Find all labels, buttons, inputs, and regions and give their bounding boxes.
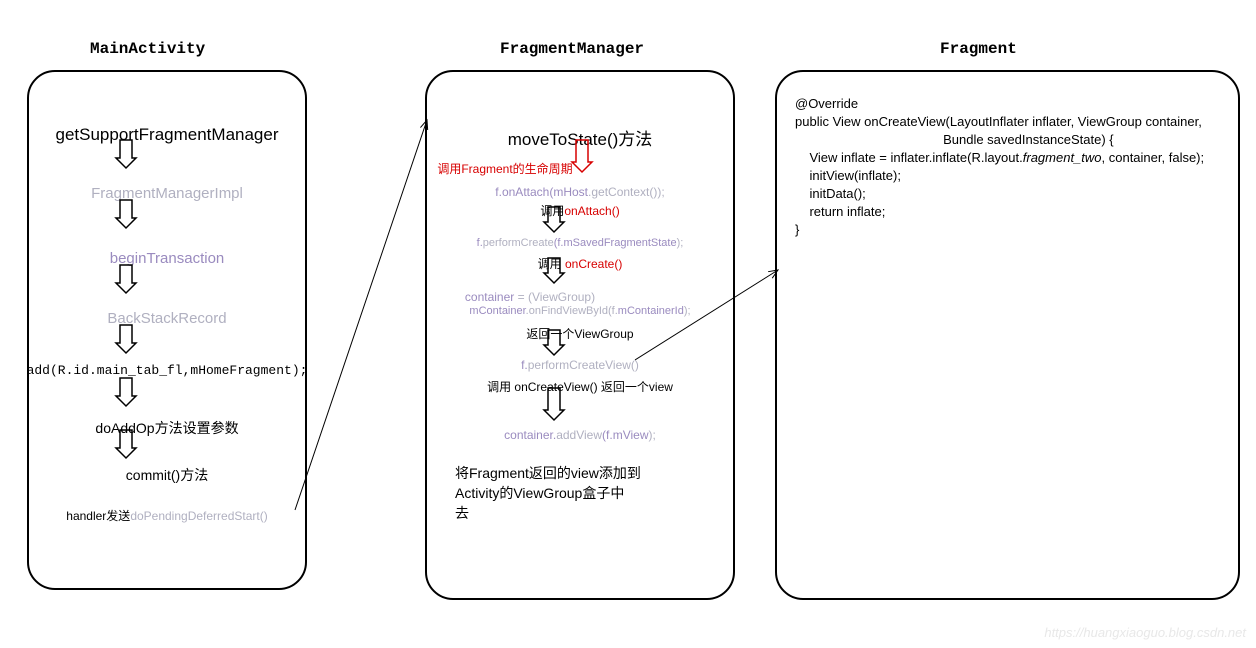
middle-items-row-6: container = (ViewGroup) [465,290,595,304]
watermark: https://huangxiaoguo.blog.csdn.net [1044,625,1246,640]
middle-items-row-14: 去 [455,503,469,523]
left-items-row-4: add(R.id.main_tab_fl,mHomeFragment); [27,363,308,378]
middle-items-row-12: 将Fragment返回的view添加到 [455,463,641,483]
code-line-1: public View onCreateView(LayoutInflater … [795,113,1204,131]
code-line-2: Bundle savedInstanceState) { [795,131,1204,149]
middle-items-row-10: 调用 onCreateView() 返回一个view [487,378,673,395]
left-items-row-5: doAddOp方法设置参数 [95,418,238,438]
code-line-0: @Override [795,95,1204,113]
middle-items-row-1: 调用Fragment的生命周期 [437,160,572,177]
title-mainactivity: MainActivity [90,40,205,58]
middle-items-row-4: f.performCreate(f.mSavedFragmentState); [477,237,684,249]
middle-items-row-3: 调用onAttach() [540,202,619,219]
code-line-4: View inflate = inflater.inflate(R.layout… [795,149,1204,167]
middle-items-row-5: 调用 onCreate() [538,255,623,272]
code-line-7: return inflate; [795,203,1204,221]
middle-items-row-9: f.performCreateView() [521,358,639,372]
middle-items-row-0: moveToState()方法 [508,125,653,150]
code-line-8: } [795,221,1204,239]
right-code-block: @Overridepublic View onCreateView(Layout… [795,95,1204,239]
middle-items-row-13: Activity的ViewGroup盒子中 [455,483,624,503]
middle-items-row-7: mContainer.onFindViewById(f.mContainerId… [469,305,690,317]
left-items-row-1: FragmentManagerImpl [91,185,243,202]
code-line-6: initData(); [795,185,1204,203]
left-items-row-2: beginTransaction [110,250,225,267]
middle-items-row-11: container.addView(f.mView); [504,428,656,442]
middle-items-row-2: f.onAttach(mHost.getContext()); [495,185,664,199]
left-items-row-6: commit()方法 [126,465,208,485]
code-line-5: initView(inflate); [795,167,1204,185]
title-fragmentmanager: FragmentManager [500,40,644,58]
middle-items-row-8: 返回一个ViewGroup [526,325,633,342]
title-fragment: Fragment [940,40,1017,58]
left-items-row-0: getSupportFragmentManager [55,125,278,145]
left-items-row-7: handler发送doPendingDeferredStart() [66,507,267,524]
left-items-row-3: BackStackRecord [107,310,226,327]
